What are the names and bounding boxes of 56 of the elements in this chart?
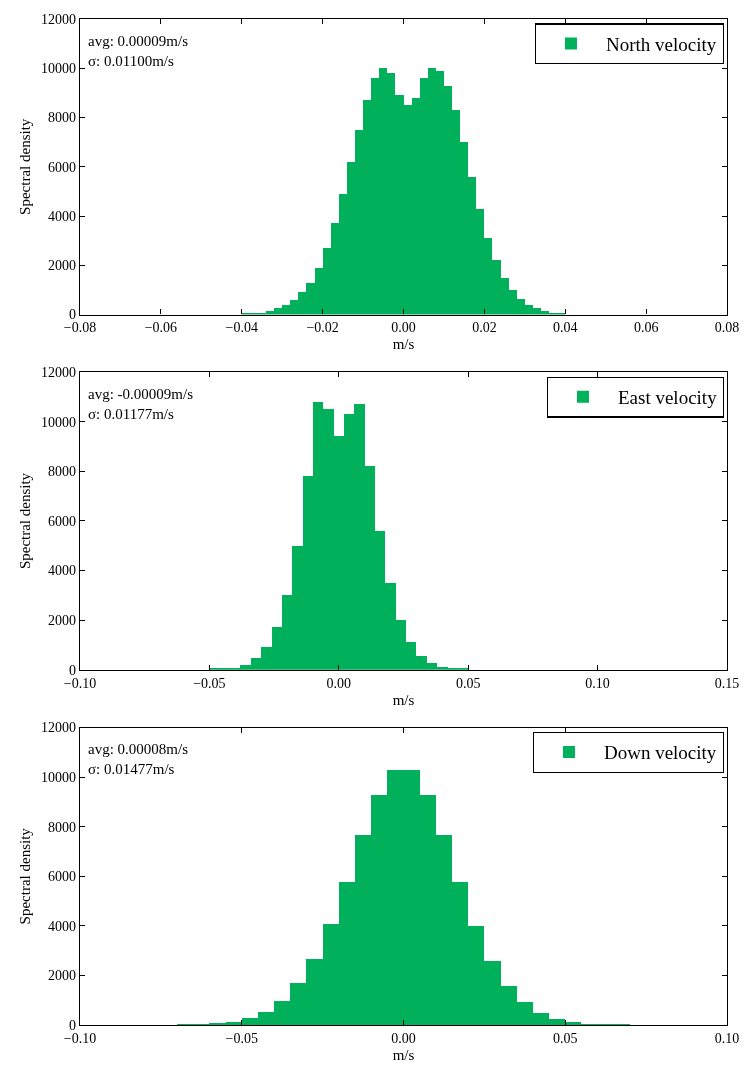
y-tick-label: 10000: [41, 414, 77, 430]
legend-label: Down velocity: [603, 742, 717, 764]
x-axis-title: m/s: [392, 336, 415, 353]
y-tick-label: 0: [69, 1017, 77, 1033]
x-tick-label: −0.04: [225, 320, 258, 336]
y-axis-title: Spectral density: [17, 472, 34, 570]
x-tick-label: 0.00: [391, 1030, 416, 1046]
x-axis-title: m/s: [392, 1046, 415, 1063]
x-tick-label: −0.10: [63, 675, 97, 691]
x-tick-label: 0.02: [472, 320, 497, 336]
x-tick-label: −0.10: [63, 1030, 97, 1046]
y-tick-label: 2000: [48, 613, 77, 629]
y-axis-title: Spectral density: [17, 118, 34, 215]
x-tick-label: −0.02: [306, 320, 339, 336]
x-tick-label: −0.05: [193, 675, 226, 691]
x-tick-label: 0.00: [391, 320, 416, 336]
y-tick-label: 8000: [48, 819, 77, 835]
annotation: avg: 0.00009m/s: [88, 33, 189, 49]
annotation: σ: 0.01477m/s: [88, 760, 175, 777]
y-tick-label: 10000: [41, 61, 77, 77]
y-tick-label: 6000: [48, 869, 77, 885]
y-tick-label: 10000: [41, 770, 77, 786]
y-axis-title: Spectral density: [17, 827, 34, 925]
x-tick-label: −0.06: [144, 320, 178, 336]
y-tick-label: 6000: [48, 159, 77, 175]
x-axis-title: m/s: [392, 691, 415, 708]
annotation: σ: 0.01177m/s: [88, 405, 175, 422]
y-tick-label: 2000: [48, 258, 77, 274]
y-tick-label: 0: [69, 307, 77, 323]
legend-label: East velocity: [617, 387, 718, 409]
y-tick-label: 6000: [48, 513, 77, 529]
y-tick-label: 4000: [48, 208, 77, 224]
y-tick-label: 0: [69, 662, 77, 678]
x-tick-label: 0.08: [714, 320, 740, 336]
x-tick-label: −0.05: [225, 1030, 258, 1046]
annotation: σ: 0.01100m/s: [88, 52, 175, 69]
x-tick-label: 0.06: [633, 320, 659, 336]
annotation: avg: 0.00008m/s: [88, 741, 189, 757]
y-tick-label: 12000: [41, 720, 77, 736]
y-tick-label: 12000: [41, 365, 77, 381]
y-tick-label: 2000: [48, 968, 77, 984]
legend-label: North velocity: [605, 33, 717, 55]
y-tick-label: 8000: [48, 464, 77, 480]
annotation: avg: -0.00009m/s: [88, 386, 194, 402]
x-tick-label: 0.05: [455, 675, 481, 691]
x-tick-label: 0.10: [714, 1030, 740, 1046]
x-tick-label: −0.08: [63, 320, 97, 336]
y-tick-label: 4000: [48, 918, 77, 934]
x-tick-label: 0.10: [585, 675, 610, 691]
x-tick-label: 0.04: [553, 320, 578, 336]
x-tick-label: 0.05: [553, 1030, 578, 1046]
x-tick-label: 0.00: [326, 675, 352, 691]
y-tick-label: 12000: [41, 11, 77, 27]
y-tick-label: 4000: [48, 563, 77, 579]
x-tick-label: 0.15: [714, 675, 740, 691]
y-tick-label: 8000: [48, 110, 77, 126]
